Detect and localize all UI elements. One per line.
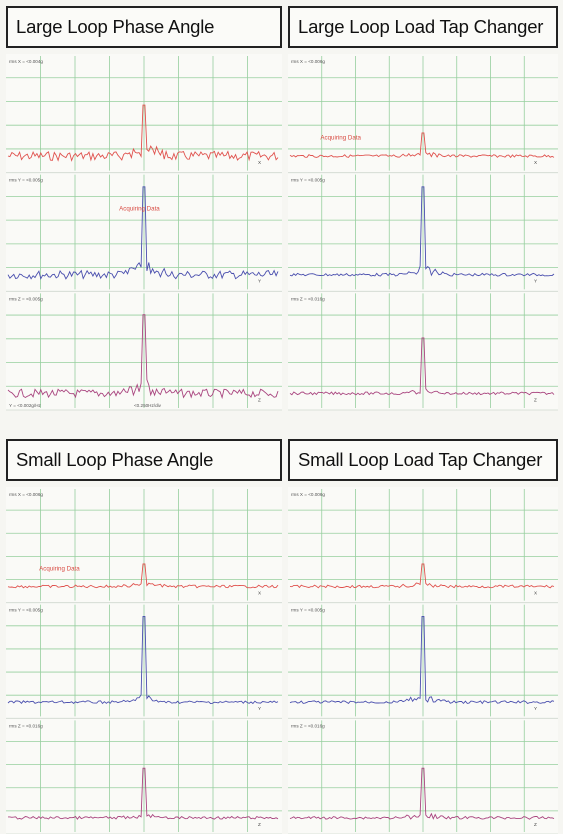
rms-label-x: rms X = <0.006g [291, 59, 325, 64]
axis-end-label-y: Y [258, 279, 261, 284]
axis-end-label-x: X [258, 590, 261, 595]
rms-label-x: rms X = <0.006g [9, 492, 43, 497]
trace-y [289, 186, 555, 277]
rms-label-x: rms X = <0.004g [9, 59, 43, 64]
rms-label-x: rms X = <0.006g [291, 492, 325, 497]
trace-z [7, 314, 279, 400]
axis-end-label-y: Y [258, 706, 261, 711]
trace-x [7, 563, 279, 589]
axis-end-label-x: X [258, 160, 261, 165]
trace-z [289, 337, 555, 396]
panel-title-large-loop-phase-angle: Large Loop Phase Angle [6, 6, 282, 48]
axis-end-label-x: X [534, 160, 537, 165]
trace-x [289, 563, 555, 589]
footer-scale-label: Y = <0.002g/Hz [9, 403, 42, 408]
trace-y [7, 615, 279, 705]
panel-title-large-loop-load-tap-changer: Large Loop Load Tap Changer [288, 6, 558, 48]
axis-end-label-z: Z [534, 397, 537, 402]
trace-x [7, 104, 279, 162]
rms-label-y: rms Y = <0.005g [291, 608, 325, 613]
axis-end-label-z: Z [258, 397, 261, 402]
rms-label-z: rms Z = <0.005g [9, 296, 43, 301]
trace-z [8, 767, 279, 820]
panel-title-small-loop-phase-angle: Small Loop Phase Angle [6, 439, 282, 481]
rms-label-y: rms Y = <0.005g [291, 178, 325, 183]
acquiring-data-text: Acquiring Data [39, 565, 80, 572]
trace-y [289, 615, 555, 705]
acquiring-data-text: Acquiring Data [320, 134, 361, 141]
axis-end-label-y: Y [534, 706, 537, 711]
axis-end-label-y: Y [534, 279, 537, 284]
rms-label-y: rms Y = <0.005g [9, 178, 43, 183]
trace-y [7, 186, 279, 280]
rms-label-y: rms Y = <0.005g [9, 608, 43, 613]
rms-label-z: rms Z = <0.016g [291, 296, 325, 301]
rms-label-z: rms Z = <0.016g [291, 723, 325, 728]
footer-frequency-label: <0.250Hz/div [134, 403, 162, 408]
trace-z [289, 767, 555, 820]
axis-end-label-x: X [534, 590, 537, 595]
rms-label-z: rms Z = <0.016g [9, 723, 43, 728]
trace-x [289, 132, 555, 159]
acquiring-data-text: Acquiring Data [119, 206, 160, 213]
axis-end-label-z: Z [534, 822, 537, 827]
axis-end-label-z: Z [258, 822, 261, 827]
panel-title-small-loop-load-tap-changer: Small Loop Load Tap Changer [288, 439, 558, 481]
